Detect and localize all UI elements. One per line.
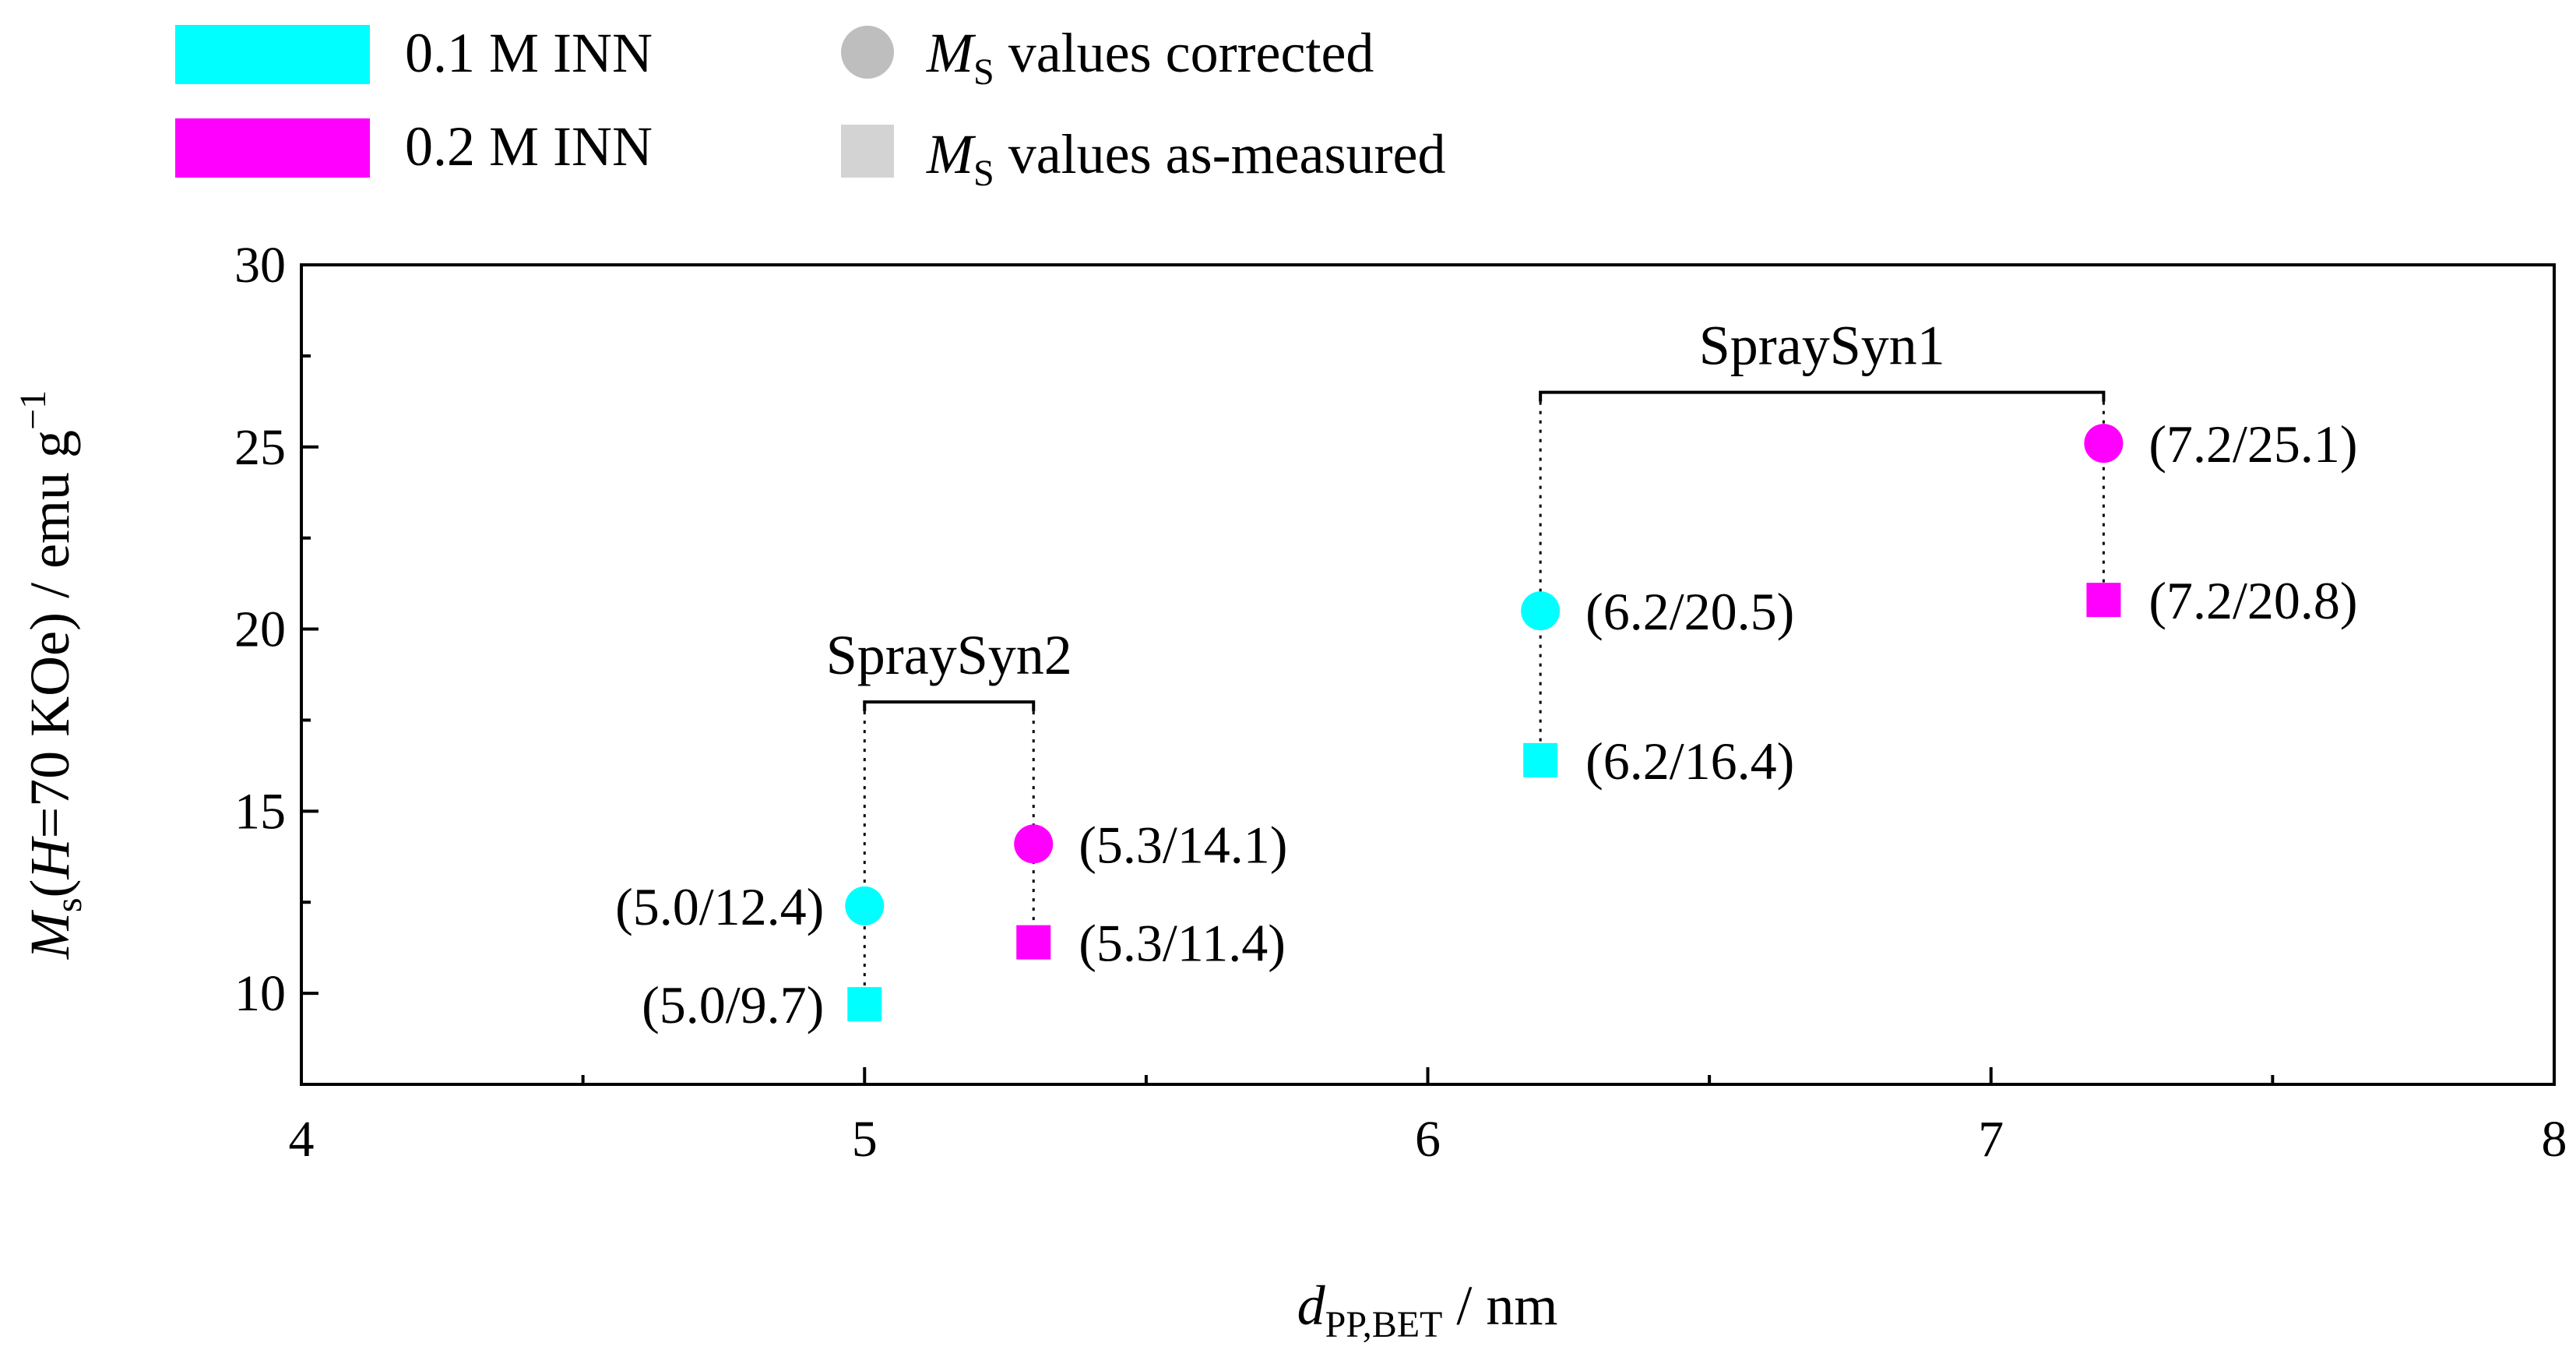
group-bracket [863,700,1036,712]
legend-label-0.1M: 0.1 M INN [405,22,653,84]
corrected-point [1521,591,1561,631]
y-tick-label: 30 [234,237,286,294]
axis-ticks [300,263,2556,1086]
point-labels: (5.0/12.4) (5.0/9.7) (6.2/20.5) (6.2/16.4) (… [615,414,2358,1034]
y-axis-title: Ms(H=70 KOe) / emu g−1 [12,390,90,960]
x-tick-label: 8 [2542,1111,2567,1168]
corrected-point [1014,824,1054,864]
as-measured-point [2086,583,2121,618]
point-label: (5.3/11.4) [1079,914,1286,973]
group-label: SpraySyn1 [1699,315,1945,377]
as-measured-point [1016,925,1051,960]
legend-swatch-0.2M [175,118,370,178]
point-label: (5.0/12.4) [615,877,824,936]
x-tick-label: 5 [852,1111,878,1168]
y-tick-label: 20 [234,601,286,658]
group-bracket [1539,390,2106,402]
plot-frame [300,263,2556,1086]
legend-as-measured-label: MS values as-measured [926,123,1445,194]
axis-tick-labels: 4 5 6 7 8 10 15 20 25 30 [234,237,2567,1168]
legend-as-measured-marker [841,125,894,178]
as-measured-point [847,987,882,1022]
legend-label-0.2M: 0.2 M INN [405,115,653,178]
as-measured-point [1523,742,1558,777]
x-axis-title: dPP,BET / nm [1297,1274,1558,1345]
point-label: (5.0/9.7) [642,975,824,1034]
corrected-point [845,886,885,925]
point-label: (5.3/14.1) [1079,815,1287,874]
y-tick-label: 25 [234,419,286,476]
group-label: SpraySyn2 [826,624,1072,686]
legend: 0.1 M INN 0.2 M INN MS values corrected … [175,22,1445,194]
legend-corrected-label: MS values corrected [926,22,1374,93]
point-label: (7.2/25.1) [2148,414,2357,474]
point-label: (7.2/20.8) [2148,571,2357,630]
legend-swatch-0.1M [175,25,370,84]
x-tick-label: 6 [1415,1111,1441,1168]
corrected-point [2084,424,2124,463]
y-tick-label: 10 [234,965,286,1022]
data-markers [845,424,2124,1022]
point-label: (6.2/16.4) [1585,731,1794,791]
x-tick-label: 7 [1978,1111,2004,1168]
y-tick-label: 15 [234,783,286,840]
point-label: (6.2/20.5) [1585,582,1794,641]
group-guides: SpraySyn2 SpraySyn1 [826,315,2106,1005]
legend-corrected-marker [841,26,894,79]
x-tick-label: 4 [289,1111,315,1168]
